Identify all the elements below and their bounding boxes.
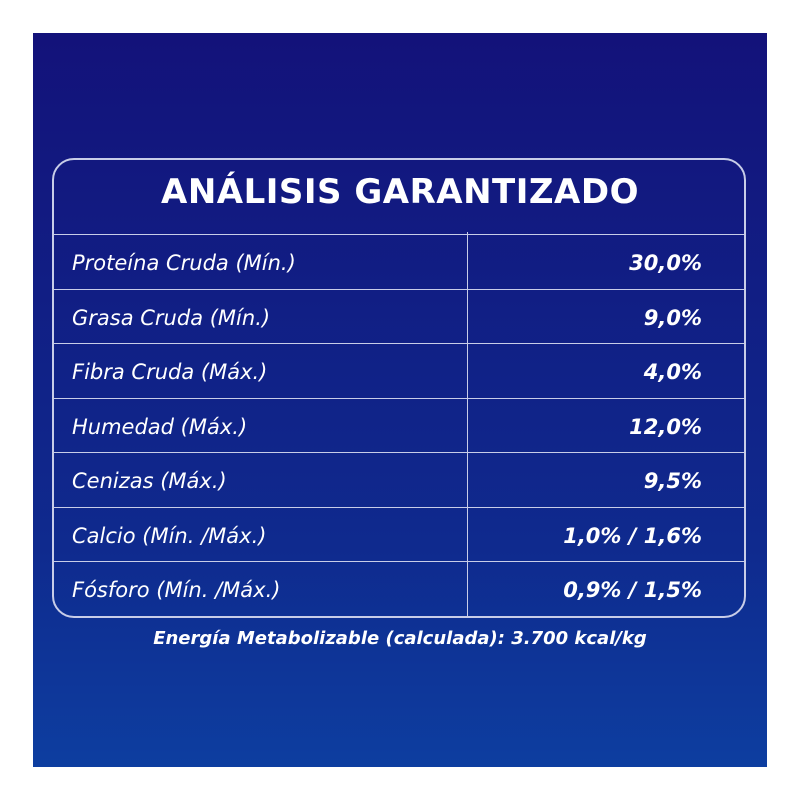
row-value: 1,0% / 1,6%	[563, 523, 702, 548]
row-value: 30,0%	[629, 251, 702, 275]
row-divider	[52, 561, 746, 562]
row-label: Proteína Cruda (Mín.)	[72, 251, 296, 275]
row-value: 9,0%	[643, 305, 702, 330]
column-divider	[467, 232, 468, 618]
row-label: Fibra Cruda (Máx.)	[72, 360, 268, 384]
row-label: Calcio (Mín. /Máx.)	[72, 523, 267, 548]
row-value: 0,9% / 1,5%	[563, 578, 702, 602]
row-divider	[52, 343, 746, 344]
row-label: Grasa Cruda (Mín.)	[72, 305, 271, 330]
row-label: Humedad (Máx.)	[72, 414, 248, 439]
row-label: Cenizas (Máx.)	[72, 469, 227, 493]
table-title: ANÁLISIS GARANTIZADO	[161, 172, 639, 212]
row-value: 12,0%	[629, 414, 702, 439]
row-divider	[52, 506, 746, 508]
row-divider	[52, 397, 746, 399]
row-value: 4,0%	[643, 360, 702, 384]
row-divider	[52, 288, 746, 290]
background-panel	[33, 33, 767, 767]
row-divider	[52, 234, 746, 235]
footnote: Energía Metabolizable (calculada): 3.700…	[153, 628, 647, 649]
row-label: Fósforo (Mín. /Máx.)	[72, 578, 281, 602]
row-divider	[52, 452, 746, 453]
table-frame	[52, 158, 746, 618]
row-value: 9,5%	[643, 469, 702, 493]
